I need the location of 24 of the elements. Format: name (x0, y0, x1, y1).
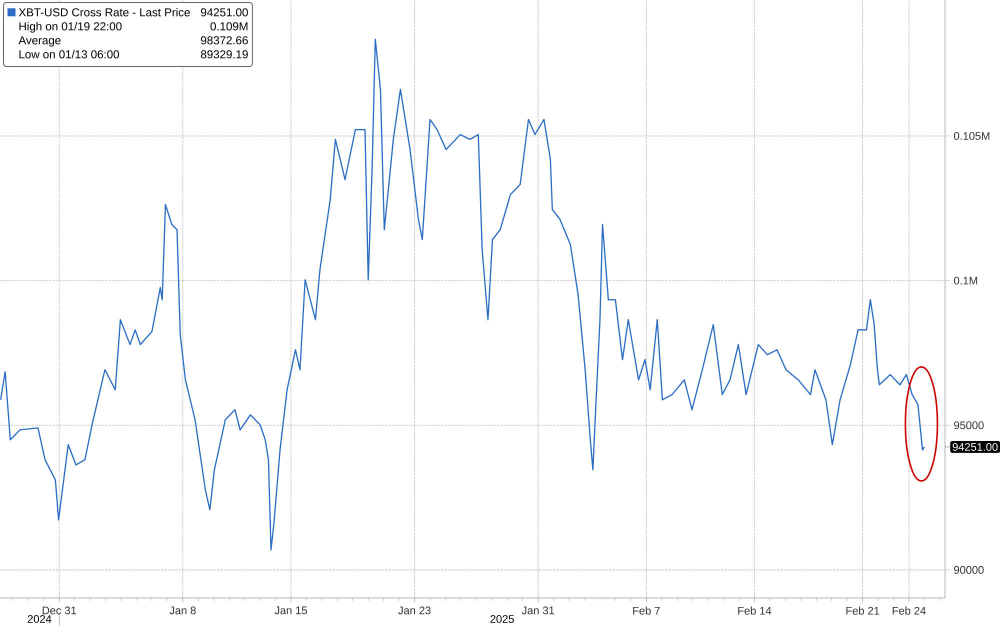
annotation: 94251.00 (952, 443, 998, 451)
annotation: Average (18, 36, 61, 47)
text: 2025 (490, 615, 514, 623)
annotation: 0.109M (210, 22, 248, 30)
annotation: 89329.19 (200, 50, 248, 58)
x-tick-label: Feb 14 (738, 606, 772, 615)
x-tick-label: Feb 24 (892, 606, 926, 615)
x-tick-label: Feb 7 (633, 606, 660, 615)
x-tick-label: Jan 15 (274, 606, 307, 614)
x-tick-label: Jan 8 (170, 606, 196, 614)
y-tick-label: 90000 (954, 566, 984, 574)
x-tick-label: Feb 21 (846, 606, 880, 615)
annotation: 98372.66 (200, 36, 248, 44)
x-tick-label: Jan 23 (398, 606, 431, 614)
y-tick-label: 95000 (954, 421, 984, 430)
legend-label: XBT-USD Cross Rate - Last Price (18, 8, 190, 16)
annotation: High on 01/19 22:00 (19, 22, 122, 33)
annotation: 94251.00 (200, 8, 248, 16)
text: 2024 (28, 615, 52, 623)
annotation: Low on 01/13 06:00 (19, 50, 120, 58)
y-tick-label: 0.105M (954, 132, 990, 140)
y-tick-label: 0.1M (954, 276, 978, 285)
x-tick-label: Dec 31 (42, 606, 76, 614)
x-tick-label: Jan 31 (522, 606, 554, 614)
